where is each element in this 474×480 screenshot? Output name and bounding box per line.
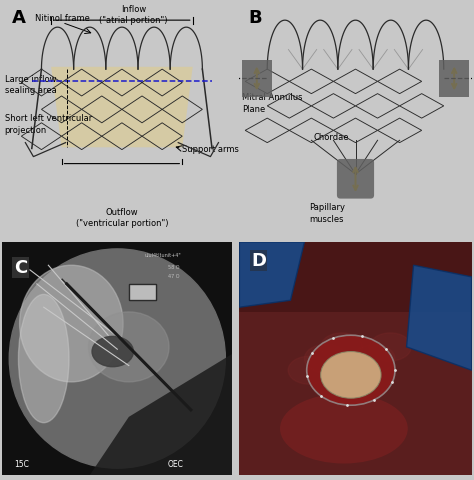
Ellipse shape bbox=[337, 357, 379, 384]
Text: D: D bbox=[251, 252, 266, 270]
Text: C: C bbox=[14, 259, 27, 276]
Ellipse shape bbox=[89, 312, 169, 382]
Text: ("atrial portion"): ("atrial portion") bbox=[99, 16, 168, 25]
Text: muscles: muscles bbox=[309, 214, 344, 223]
Ellipse shape bbox=[307, 336, 395, 405]
Text: 15C: 15C bbox=[14, 459, 29, 468]
Polygon shape bbox=[407, 266, 472, 371]
Ellipse shape bbox=[369, 333, 411, 361]
Ellipse shape bbox=[304, 345, 346, 373]
Polygon shape bbox=[51, 68, 193, 148]
Text: OEC: OEC bbox=[168, 459, 184, 468]
Polygon shape bbox=[239, 242, 472, 312]
Text: Support arms: Support arms bbox=[182, 144, 238, 154]
Ellipse shape bbox=[92, 336, 133, 367]
Text: Outflow: Outflow bbox=[106, 207, 138, 216]
Polygon shape bbox=[239, 242, 304, 308]
FancyBboxPatch shape bbox=[337, 160, 374, 199]
Text: Large inflow: Large inflow bbox=[5, 74, 56, 84]
FancyBboxPatch shape bbox=[439, 60, 469, 98]
Polygon shape bbox=[2, 242, 232, 475]
Text: ulul4tltunit+4": ulul4tltunit+4" bbox=[145, 252, 182, 257]
Text: projection: projection bbox=[5, 126, 47, 135]
Polygon shape bbox=[239, 242, 472, 475]
Text: Mitral Annulus: Mitral Annulus bbox=[242, 93, 302, 102]
Text: sealing area: sealing area bbox=[5, 86, 56, 95]
FancyBboxPatch shape bbox=[129, 284, 156, 300]
Ellipse shape bbox=[18, 295, 69, 423]
Text: Short left ventricular: Short left ventricular bbox=[5, 114, 92, 123]
Text: 58 O: 58 O bbox=[168, 264, 179, 269]
Polygon shape bbox=[90, 354, 232, 475]
Text: Inflow: Inflow bbox=[121, 5, 146, 14]
Ellipse shape bbox=[320, 333, 363, 361]
Circle shape bbox=[9, 250, 225, 468]
Ellipse shape bbox=[19, 266, 123, 382]
Text: Plane: Plane bbox=[242, 105, 265, 114]
Text: Nitinol frame: Nitinol frame bbox=[35, 14, 90, 23]
FancyBboxPatch shape bbox=[242, 60, 272, 98]
Text: ("ventricular portion"): ("ventricular portion") bbox=[76, 219, 168, 228]
Ellipse shape bbox=[353, 345, 395, 373]
Text: 47 O: 47 O bbox=[168, 273, 179, 278]
Ellipse shape bbox=[320, 352, 381, 398]
Text: Papillary: Papillary bbox=[309, 203, 345, 212]
Text: B: B bbox=[249, 10, 262, 27]
Text: Chordae: Chordae bbox=[314, 133, 349, 142]
Text: A: A bbox=[11, 10, 26, 27]
Ellipse shape bbox=[288, 357, 330, 384]
Ellipse shape bbox=[280, 394, 408, 464]
